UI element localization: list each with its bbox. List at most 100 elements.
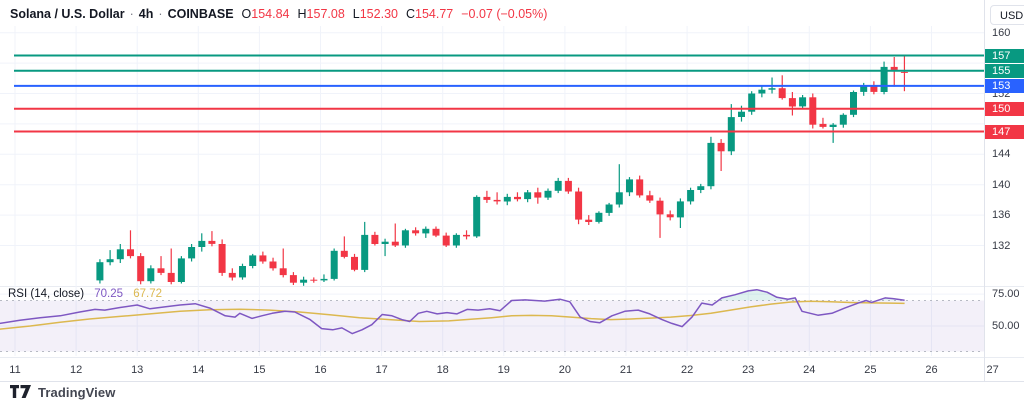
candle[interactable] xyxy=(249,253,257,269)
candle[interactable] xyxy=(788,92,796,116)
candle[interactable] xyxy=(727,104,735,156)
candle[interactable] xyxy=(880,61,888,95)
price-level-badge: 147 xyxy=(985,124,1024,139)
candle[interactable] xyxy=(585,215,593,225)
candle[interactable] xyxy=(96,259,104,284)
candle[interactable] xyxy=(707,136,715,190)
candle[interactable] xyxy=(646,190,654,203)
price-axis[interactable]: USD 160 152 144 140 136 132 75.00 50.00 157 155 15… xyxy=(984,0,1024,382)
pane-separator xyxy=(0,286,1024,287)
time-tick-label: 15 xyxy=(253,364,266,376)
candle[interactable] xyxy=(473,195,481,238)
candle[interactable] xyxy=(636,175,644,198)
candle[interactable] xyxy=(452,233,460,248)
candle[interactable] xyxy=(228,268,236,281)
candle[interactable] xyxy=(177,256,185,284)
interval-label[interactable]: 4h xyxy=(138,7,154,21)
candle[interactable] xyxy=(137,253,145,285)
candle[interactable] xyxy=(371,231,379,246)
candle[interactable] xyxy=(147,265,155,284)
candle[interactable] xyxy=(870,81,878,95)
candle[interactable] xyxy=(218,239,226,276)
candle[interactable] xyxy=(463,230,470,240)
time-tick-label: 14 xyxy=(192,364,205,376)
candle[interactable] xyxy=(809,93,817,129)
candle[interactable] xyxy=(799,95,807,109)
candle[interactable] xyxy=(890,57,898,87)
candle[interactable] xyxy=(758,85,766,98)
exchange-label[interactable]: COINBASE xyxy=(167,7,234,21)
candle[interactable] xyxy=(381,238,389,257)
tradingview-watermark-text[interactable]: TradingView xyxy=(38,384,116,400)
price-level-badge: 157 xyxy=(985,48,1024,63)
tradingview-logo-icon[interactable] xyxy=(10,385,32,399)
candle[interactable] xyxy=(106,250,114,266)
candle[interactable] xyxy=(829,123,837,143)
candle[interactable] xyxy=(320,274,328,282)
candle[interactable] xyxy=(259,251,267,264)
candle[interactable] xyxy=(748,91,756,115)
candle[interactable] xyxy=(391,223,399,248)
candle[interactable] xyxy=(361,221,369,273)
candle[interactable] xyxy=(534,187,542,204)
candle[interactable] xyxy=(839,113,847,128)
candle[interactable] xyxy=(310,277,318,283)
candle[interactable] xyxy=(605,202,613,216)
candle[interactable] xyxy=(493,192,501,205)
price-chart-canvas[interactable] xyxy=(0,0,984,414)
candle[interactable] xyxy=(422,226,430,238)
candle[interactable] xyxy=(615,164,623,208)
candle[interactable] xyxy=(554,177,562,194)
candle[interactable] xyxy=(300,276,308,286)
candle[interactable] xyxy=(666,210,674,221)
candle[interactable] xyxy=(564,177,572,194)
time-tick-label: 19 xyxy=(497,364,510,376)
candle[interactable] xyxy=(289,272,297,285)
candle[interactable] xyxy=(412,227,420,236)
time-axis[interactable]: 11 12 13 14 15 16 17 18 19 20 21 22 23 24 25 26 27 xyxy=(0,358,1024,382)
candle[interactable] xyxy=(442,232,450,247)
candle[interactable] xyxy=(401,228,409,248)
candle[interactable] xyxy=(697,183,705,194)
high-label: H xyxy=(297,7,307,21)
candle[interactable] xyxy=(198,233,206,252)
candle[interactable] xyxy=(351,253,358,272)
candle[interactable] xyxy=(188,244,196,262)
candle[interactable] xyxy=(239,263,246,280)
candle[interactable] xyxy=(167,248,175,285)
candle[interactable] xyxy=(127,230,134,259)
candle[interactable] xyxy=(208,231,216,247)
price-tick-label: 144 xyxy=(992,148,1011,161)
candle[interactable] xyxy=(850,90,857,118)
candle[interactable] xyxy=(687,187,695,205)
candle[interactable] xyxy=(157,256,165,276)
candle[interactable] xyxy=(483,190,491,203)
candle[interactable] xyxy=(575,187,583,225)
candle[interactable] xyxy=(330,248,338,281)
rsi-indicator-label: RSI (14, close) 70.25 67.72 xyxy=(8,287,162,301)
close-value: 154.77 xyxy=(415,7,454,21)
candle[interactable] xyxy=(717,139,725,171)
candle[interactable] xyxy=(269,257,277,271)
candle[interactable] xyxy=(514,192,521,202)
symbol-title[interactable]: Solana / U.S. Dollar xyxy=(10,7,125,21)
candle[interactable] xyxy=(340,236,348,259)
candle[interactable] xyxy=(778,75,786,100)
candle[interactable] xyxy=(595,211,603,224)
open-label: O xyxy=(241,7,252,21)
close-label: C xyxy=(405,7,415,21)
candle[interactable] xyxy=(524,190,532,203)
time-tick-label: 16 xyxy=(314,364,327,376)
candle[interactable] xyxy=(503,193,511,206)
candle[interactable] xyxy=(656,197,664,238)
candle[interactable] xyxy=(819,117,827,129)
candle[interactable] xyxy=(279,248,287,278)
price-tick-label: 160 xyxy=(992,26,1011,39)
candle[interactable] xyxy=(676,198,684,228)
candle[interactable] xyxy=(432,226,440,238)
candle[interactable] xyxy=(116,244,124,263)
candle[interactable] xyxy=(544,188,552,200)
rsi-title[interactable]: RSI (14, close) xyxy=(8,288,85,300)
candle[interactable] xyxy=(626,177,633,197)
